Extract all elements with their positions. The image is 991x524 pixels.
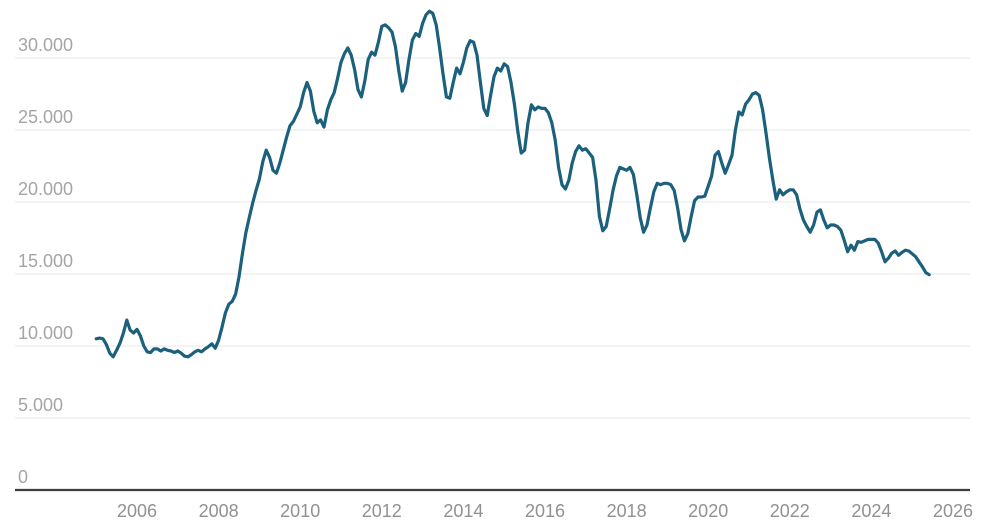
x-axis-tick-labels: 2006 2008 2010 2012 2014 2016 2018 2020 2022 2024… [117,501,973,521]
x-tick-label: 2022 [770,501,810,521]
y-tick-label: 0 [18,467,28,487]
x-tick-label: 2008 [199,501,239,521]
x-tick-label: 2026 [933,501,973,521]
series-line [94,9,931,359]
x-tick-label: 2010 [280,501,320,521]
data-series-line [94,9,931,359]
x-tick-label: 2014 [443,501,483,521]
x-tick-label: 2012 [362,501,402,521]
y-axis-tick-labels: 0 5.000 10.000 15.000 20.000 25.000 30.000 [18,35,73,487]
x-tick-label: 2024 [851,501,891,521]
y-tick-label: 25.000 [18,107,73,127]
gridlines [15,57,970,492]
y-tick-label: 10.000 [18,323,73,343]
y-tick-label: 20.000 [18,179,73,199]
y-tick-label: 15.000 [18,251,73,271]
y-tick-label: 5.000 [18,395,63,415]
x-tick-label: 2016 [525,501,565,521]
x-tick-label: 2020 [688,501,728,521]
x-tick-label: 2006 [117,501,157,521]
x-tick-label: 2018 [607,501,647,521]
y-tick-label: 30.000 [18,35,73,55]
